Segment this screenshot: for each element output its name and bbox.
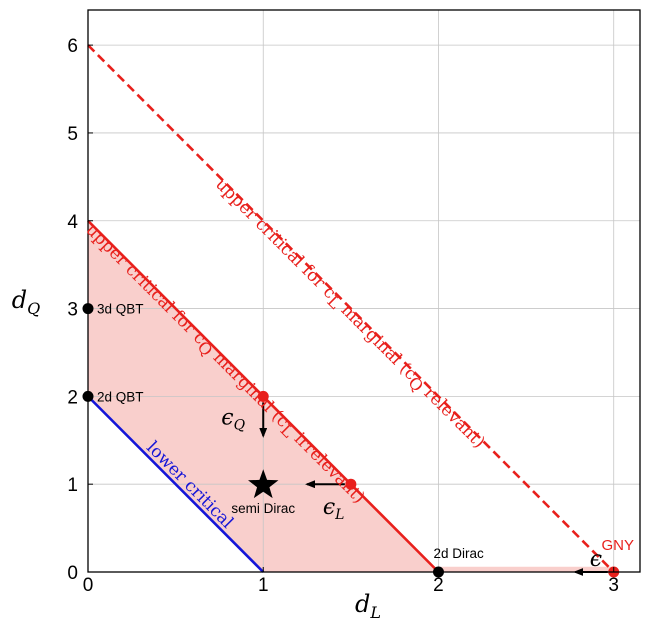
point-label-semi-dirac: semi Dirac [231,501,295,516]
point-label-3d-qbt: 3d QBT [97,302,144,317]
point-semi-dirac [248,469,279,499]
line-lower [87,395,265,573]
arrow-label-eps-q: ϵQ [221,405,245,433]
x-axis-label: dL [355,590,381,622]
y-tick-label-6: 6 [67,36,78,57]
point-label-gny: GNY [601,537,634,554]
fixed-points: 3d QBT 2d QBT 2d Dirac semi Dirac GNY [82,302,634,578]
arrow-label-eps-l: ϵL [323,495,345,523]
grid [88,10,640,572]
arrow-label-eps: ϵ [590,547,602,572]
y-tick-label-5: 5 [67,124,78,145]
x-tick-label-1: 1 [258,575,269,596]
line-upper-l [87,44,615,573]
y-tick-label-4: 4 [67,212,78,233]
y-tick-label-2: 2 [67,387,78,408]
x-tick-label-3: 3 [608,575,619,596]
point-label-2d-dirac: 2d Dirac [433,546,484,561]
x-tick-label-0: 0 [83,575,94,596]
point-red-l [345,478,357,490]
tick-labels: 0 1 2 3 0 1 2 3 4 5 6 [67,36,619,596]
y-axis-label: dQ [12,286,41,318]
y-tick-label-3: 3 [67,300,78,321]
y-tick-label-1: 1 [67,475,78,496]
plot-frame [87,9,641,573]
shaded-region-1 [438,566,614,572]
point-red-q [257,390,269,402]
point-label-2d-qbt: 2d QBT [97,389,144,404]
y-tick-label-0: 0 [67,563,78,584]
x-tick-label-2: 2 [433,575,444,596]
